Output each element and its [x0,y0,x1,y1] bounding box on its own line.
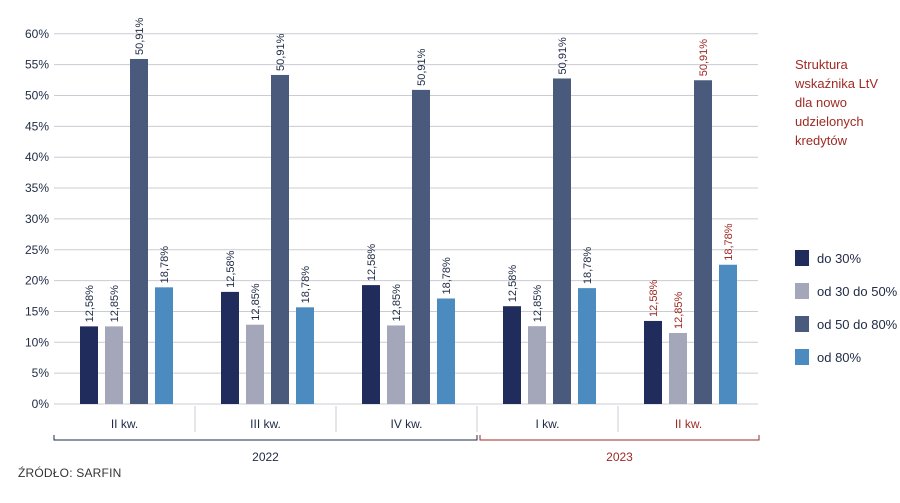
y-tick-label: 15% [25,304,49,318]
y-tick-label: 40% [25,150,49,164]
category-label: IV kw. [390,417,422,431]
bar [503,306,521,404]
bar [80,326,98,404]
legend-title: Struktura wskaźnika LtV dla nowo udzielo… [795,55,895,150]
bar [271,74,289,404]
bar [553,78,571,405]
bar [130,58,148,404]
legend-item: do 30% [795,250,897,266]
bar [644,320,662,404]
y-tick-label: 5% [32,366,50,380]
bar [669,332,687,404]
bar-value-label: 50,91% [134,17,146,55]
bar [719,264,737,404]
legend-title-line: Struktura [795,57,848,72]
bar-value-label: 50,91% [557,37,569,75]
bar-value-label: 18,78% [582,247,594,285]
source-note: ŹRÓDŁO: SARFIN [18,466,122,480]
y-tick-label: 25% [25,243,49,257]
y-tick-label: 60% [25,27,49,41]
y-tick-label: 55% [25,58,49,72]
legend-item: od 30 do 50% [795,283,897,299]
legend-title-line: kredytów [795,133,848,148]
y-tick-label: 0% [32,397,50,411]
bar [694,80,712,404]
y-tick-label: 45% [25,119,49,133]
category-label: I kw. [535,417,559,431]
category-label: II kw. [675,417,702,431]
bar [412,89,430,404]
bar-value-label: 18,78% [723,223,735,261]
legend-label: do 30% [817,250,862,266]
legend-swatch [795,349,809,365]
legend-item: od 50 do 80% [795,316,897,332]
bar-value-label: 12,58% [507,265,519,303]
bar-value-label: 18,78% [441,257,453,295]
bar [578,288,596,404]
legend: do 30% od 30 do 50% od 50 do 80% od 80% [795,250,897,382]
category-label: II kw. [111,417,138,431]
bar-value-label: 12,58% [648,279,660,317]
legend-title-line: wskaźnika LtV [795,76,879,91]
legend-label: od 50 do 80% [817,316,898,332]
bar-value-label: 12,58% [366,244,378,282]
bar-value-label: 12,85% [532,285,544,323]
bar [296,307,314,404]
bar-value-label: 18,78% [159,246,171,284]
bar [387,325,405,404]
y-tick-label: 10% [25,335,49,349]
bar-value-label: 12,85% [391,284,403,322]
bar-value-label: 12,85% [673,291,685,329]
year-bracket [479,435,760,441]
bar [221,291,239,404]
bar-value-label: 50,91% [416,48,428,86]
y-tick-label: 35% [25,181,49,195]
y-tick-label: 50% [25,89,49,103]
bar [362,285,380,404]
legend-label: od 30 do 50% [817,283,898,299]
bar [528,326,546,404]
year-label: 2023 [606,450,633,464]
bar-value-label: 18,78% [300,266,312,304]
legend-label: od 80% [817,349,862,365]
legend-swatch [795,250,809,266]
bar-value-label: 12,58% [84,285,96,323]
bar [246,324,264,404]
bar-value-label: 12,58% [225,250,237,288]
bar [105,326,123,404]
bar-value-label: 50,91% [698,39,710,77]
legend-swatch [795,316,809,332]
y-tick-label: 20% [25,274,49,288]
legend-swatch [795,283,809,299]
year-bracket [53,435,478,441]
legend-item: od 80% [795,349,897,365]
year-label: 2022 [252,450,279,464]
bar [155,287,173,404]
category-label: III kw. [250,417,281,431]
bar-value-label: 12,85% [250,283,262,321]
bar [437,298,455,404]
bar-value-label: 50,91% [275,33,287,71]
bar-value-label: 12,85% [109,285,121,323]
y-tick-label: 30% [25,212,49,226]
legend-title-line: udzielonych [795,114,864,129]
legend-title-line: dla nowo [795,95,848,110]
